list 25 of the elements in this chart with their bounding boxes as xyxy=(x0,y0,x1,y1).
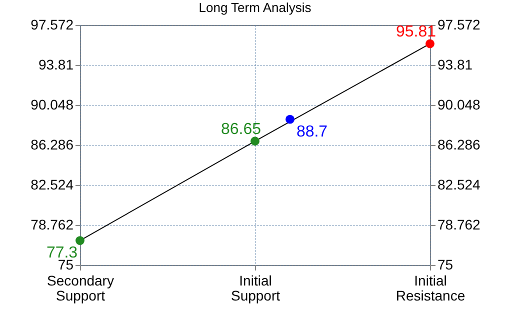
point xyxy=(286,114,294,124)
y2-tick-label: 82.524 xyxy=(438,176,481,192)
x-tick-label: Initial Support xyxy=(230,272,280,304)
y-tick-label: 93.81 xyxy=(38,56,74,72)
data-label: 86.65 xyxy=(220,121,262,138)
y-tick-label: 90.048 xyxy=(30,96,74,112)
y2-tick-label: 78.762 xyxy=(438,216,481,232)
y2-tick-label: 75 xyxy=(438,256,454,272)
y2-tick-label: 86.286 xyxy=(438,136,481,152)
data-label: 95.81 xyxy=(396,24,436,41)
point xyxy=(426,39,434,48)
y-tick-label: 86.286 xyxy=(30,136,74,152)
y2-tick-label: 93.81 xyxy=(438,56,473,72)
x-tick-label: Initial Resistance xyxy=(396,272,466,304)
chart-title: Long Term Analysis xyxy=(198,0,312,15)
x-tick-label: Secondary Support xyxy=(47,272,114,304)
y-tick-label: 78.762 xyxy=(30,216,74,232)
y-tick-label: 75 xyxy=(58,256,74,272)
y2-tick-label: 90.048 xyxy=(438,96,481,112)
y2-tick-label: 97.572 xyxy=(438,16,481,32)
y-tick-label: 82.524 xyxy=(30,176,74,192)
point xyxy=(250,136,260,146)
data-label: 88.7 xyxy=(296,123,328,140)
y-tick-label: 97.572 xyxy=(30,16,74,32)
point xyxy=(76,236,84,246)
